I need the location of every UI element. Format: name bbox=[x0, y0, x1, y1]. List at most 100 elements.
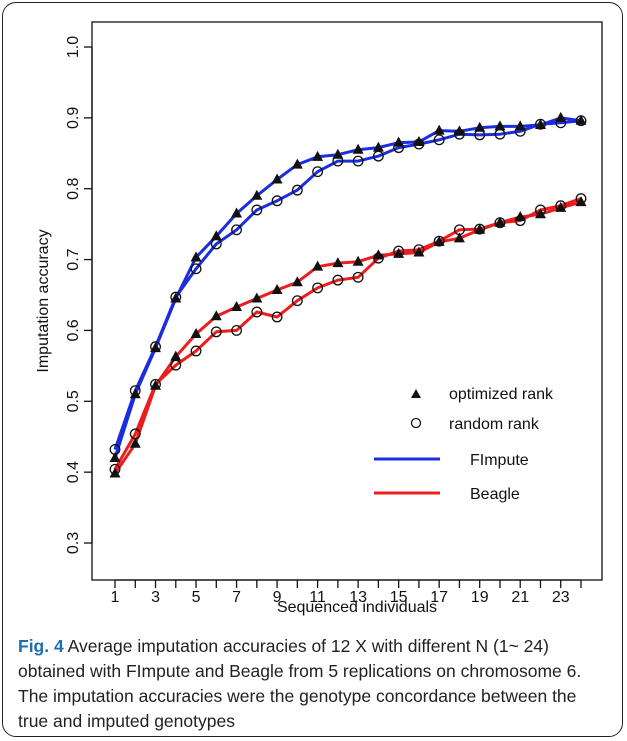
y-tick-label: 0.6 bbox=[65, 319, 82, 341]
fimpute-optimized-point bbox=[271, 173, 283, 184]
beagle-random-point bbox=[170, 359, 182, 371]
beagle-random-point bbox=[555, 200, 567, 212]
beagle-random-point bbox=[332, 274, 344, 286]
beagle-optimized-point bbox=[372, 249, 384, 260]
x-tick-label: 13 bbox=[349, 589, 367, 606]
fimpute-optimized-point bbox=[453, 125, 465, 136]
caption-text: Average imputation accuracies of 12 X wi… bbox=[18, 636, 582, 731]
y-tick-label: 1.0 bbox=[65, 36, 82, 58]
fimpute-optimized-point bbox=[109, 451, 121, 462]
fimpute-random-point bbox=[555, 117, 567, 129]
x-tick-label: 21 bbox=[511, 589, 529, 606]
fimpute-optimized-point bbox=[190, 251, 202, 262]
fimpute-optimized-point bbox=[332, 148, 344, 159]
beagle-random-point bbox=[433, 235, 445, 247]
beagle-random-point bbox=[514, 215, 526, 227]
beagle-random-point bbox=[231, 324, 243, 336]
beagle-random-point bbox=[393, 245, 405, 257]
fimpute-random-point bbox=[291, 184, 303, 196]
beagle-optimized-point bbox=[352, 255, 364, 266]
beagle-optimized-point bbox=[190, 327, 202, 338]
beagle-random-point bbox=[453, 224, 465, 236]
beagle-optimized-point bbox=[109, 467, 121, 478]
x-tick-label: 9 bbox=[273, 589, 282, 606]
fimpute-random-point bbox=[332, 155, 344, 167]
fimpute-random-point bbox=[494, 128, 506, 140]
fimpute-random-point bbox=[170, 291, 182, 303]
fimpute-random-point bbox=[352, 155, 364, 167]
beagle-optimized-point bbox=[575, 196, 587, 207]
x-tick-label: 17 bbox=[430, 589, 448, 606]
fimpute-random-point bbox=[129, 385, 141, 397]
x-tick-label: 5 bbox=[192, 589, 201, 606]
x-tick-label: 15 bbox=[390, 589, 408, 606]
fimpute-random-point bbox=[190, 263, 202, 275]
beagle-optimized-point bbox=[312, 260, 324, 271]
figure-label: Fig. 4 bbox=[18, 636, 64, 656]
fimpute-random-point bbox=[535, 118, 546, 130]
fimpute-optimized-point bbox=[210, 230, 222, 241]
beagle-optimized-point bbox=[251, 292, 263, 303]
beagle-random-point bbox=[150, 378, 161, 390]
fimpute-optimized-point bbox=[231, 207, 243, 218]
x-tick-label: 3 bbox=[151, 589, 160, 606]
y-axis: 0.3 0.4 0.5 0.6 0.7 0.8 0.9 1.0 bbox=[65, 36, 93, 554]
fimpute-random-point bbox=[109, 444, 121, 455]
fimpute-optimized-point bbox=[251, 189, 263, 200]
y-tick-label: 0.8 bbox=[65, 177, 82, 199]
fimpute-optimized-point bbox=[291, 158, 303, 169]
fimpute-random-line bbox=[113, 119, 582, 450]
legend: optimized rank random rank FImpute Beagl… bbox=[374, 386, 554, 503]
y-tick-label: 0.5 bbox=[65, 390, 82, 412]
beagle-random-point bbox=[109, 463, 121, 475]
beagle-optimized-point bbox=[433, 235, 445, 246]
fimpute-random-point bbox=[231, 224, 243, 236]
x-axis: 1 3 5 7 9 11 13 15 17 19 21 23 bbox=[111, 579, 582, 606]
beagle-random-point bbox=[312, 282, 324, 294]
beagle-random-line bbox=[113, 197, 582, 471]
beagle-optimized-point bbox=[150, 379, 162, 390]
fimpute-optimized-point bbox=[494, 120, 506, 131]
fimpute-optimized-point bbox=[170, 292, 182, 303]
beagle-random-point bbox=[372, 252, 384, 264]
beagle-optimized-point bbox=[453, 232, 465, 243]
y-axis-title: Imputation accuracy bbox=[35, 229, 52, 372]
legend-optimized-label: optimized rank bbox=[449, 386, 554, 403]
x-tick-label: 7 bbox=[232, 589, 241, 606]
beagle-optimized-point bbox=[534, 208, 546, 219]
fimpute-optimized-point bbox=[575, 114, 587, 125]
y-tick-label: 0.9 bbox=[65, 107, 82, 129]
fimpute-random-point bbox=[575, 115, 587, 127]
fimpute-random-point bbox=[210, 238, 222, 250]
fimpute-random-point bbox=[251, 204, 263, 216]
y-tick-label: 0.7 bbox=[65, 248, 82, 270]
fimpute-optimized-line bbox=[113, 116, 582, 459]
beagle-random-point bbox=[474, 223, 486, 235]
series-markers bbox=[109, 111, 587, 478]
beagle-random-point bbox=[352, 271, 364, 283]
beagle-optimized-point bbox=[129, 437, 141, 448]
beagle-optimized-point bbox=[494, 216, 506, 227]
beagle-random-point bbox=[190, 345, 202, 357]
fimpute-random-point bbox=[433, 134, 445, 146]
fimpute-random-point bbox=[271, 195, 283, 207]
x-tick-label: 23 bbox=[552, 589, 570, 606]
beagle-optimized-point bbox=[231, 301, 243, 312]
fimpute-random-point bbox=[453, 128, 465, 140]
plot-area-box bbox=[91, 21, 603, 581]
fimpute-optimized-point bbox=[352, 143, 364, 154]
fimpute-optimized-point bbox=[534, 118, 546, 129]
x-tick-label: 1 bbox=[111, 589, 120, 606]
beagle-random-point bbox=[291, 295, 303, 307]
beagle-random-point bbox=[210, 326, 222, 338]
beagle-random-point bbox=[494, 217, 506, 229]
beagle-optimized-point bbox=[210, 310, 222, 321]
fimpute-random-point bbox=[393, 142, 405, 154]
legend-fimpute-label: FImpute bbox=[470, 452, 529, 469]
fimpute-random-point bbox=[474, 129, 486, 141]
beagle-optimized-point bbox=[291, 276, 303, 287]
beagle-random-point bbox=[129, 428, 141, 440]
fimpute-random-point bbox=[372, 150, 384, 162]
chart: 0.30.40.50.60.70.80.91.0 1 3 5 7 9 11 13 15 17 19… bbox=[35, 21, 603, 616]
fimpute-optimized-point bbox=[433, 124, 445, 135]
